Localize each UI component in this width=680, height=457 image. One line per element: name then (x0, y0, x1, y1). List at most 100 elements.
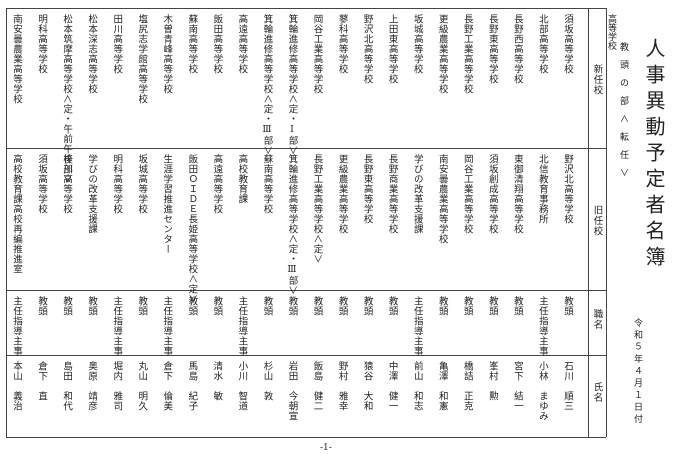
new-school: 飯田高等学校 (211, 14, 223, 74)
border (6, 8, 606, 9)
name: 丸山 明久 (136, 361, 148, 411)
old-school: 長野商業高等学校 (386, 154, 398, 234)
old-school: 明科高等学校 (111, 154, 123, 214)
page-number: -1- (320, 443, 332, 453)
border (606, 8, 607, 437)
name: 猿谷 大和 (361, 361, 373, 411)
old-school: 野沢北高等学校 (561, 154, 573, 224)
new-school: 長野東高等学校 (486, 14, 498, 84)
old-school: 高校教育課 (236, 154, 248, 204)
row-divider (6, 355, 606, 356)
row-divider (6, 148, 606, 149)
position: 教頭 (336, 296, 348, 316)
old-school: 更級農業高等学校 (336, 154, 348, 234)
name: 中澤 健一 (386, 361, 398, 411)
column-header: 旧任校 (591, 205, 603, 237)
position: 主任指導主事 (236, 296, 248, 356)
new-school: 長野西高等学校 (511, 14, 523, 84)
border (6, 8, 7, 437)
position: 教頭 (136, 296, 148, 316)
new-school: 松本筑摩高等学校＜定・午前午後部＞ (61, 14, 73, 185)
old-school: 長野東高等学校 (361, 154, 373, 224)
name: 前山 和志 (411, 361, 423, 411)
old-school: 生涯学習推進センター (161, 154, 173, 254)
name: 本山 義治 (11, 361, 23, 411)
position: 教頭 (361, 296, 373, 316)
new-school: 坂城高等学校 (411, 14, 423, 74)
old-school: 北信教育事務所 (536, 154, 548, 224)
column-header: 氏名 (591, 382, 603, 403)
column-header: 職名 (591, 308, 603, 330)
new-school: 明科高等学校 (36, 14, 48, 74)
new-school: 北部高等学校 (536, 14, 548, 74)
name: 堀内 雅司 (111, 361, 123, 411)
effective-date: 令和５年４月１日付 (632, 318, 642, 426)
position: 主任指導主事 (11, 296, 23, 356)
position: 教頭 (36, 296, 48, 316)
old-school: 須坂高等学校 (36, 154, 48, 214)
position: 教頭 (86, 296, 98, 316)
position: 教頭 (261, 296, 273, 316)
name: 小川 智道 (236, 361, 248, 411)
old-school: 坂城高等学校 (136, 154, 148, 214)
old-school: 東御清翔高等学校 (511, 154, 523, 234)
new-school: 箕輪進修高等学校＜定・Ⅰ部＞ (286, 14, 298, 156)
new-school: 岡谷工業高等学校 (311, 14, 323, 94)
position: 教頭 (311, 296, 323, 316)
old-school: 飯田ＯＩＤＥ長姫高等学校＜定＞ (186, 154, 198, 305)
position: 教頭 (561, 296, 573, 316)
name: 杉山 敦 (261, 361, 273, 401)
new-school: 長野工業高等学校 (461, 14, 473, 94)
name: 小林 まゆみ (536, 361, 548, 421)
border (6, 437, 606, 438)
position: 教頭 (211, 296, 223, 316)
new-school: 更級農業高等学校 (436, 14, 448, 94)
new-school: 松本深志高等学校 (86, 14, 98, 94)
new-school: 高遠高等学校 (236, 14, 248, 74)
document-title: 人事異動予定者名簿 (642, 38, 666, 272)
old-school: 梓川高等学校 (61, 154, 73, 214)
border (588, 8, 589, 437)
name: 倉下 倫美 (161, 361, 173, 411)
name: 峯村 勲 (486, 361, 498, 401)
new-school: 田川高等学校 (111, 14, 123, 74)
position: 教頭 (61, 296, 73, 316)
new-school: 蘇南高等学校 (186, 14, 198, 74)
old-school: 箕輪進修高等学校＜定・Ⅲ部＞ (286, 154, 298, 296)
name: 島田 和代 (61, 361, 73, 411)
position: 教頭 (186, 296, 198, 316)
name: 奥原 靖彦 (86, 361, 98, 411)
new-school: 須坂高等学校 (561, 14, 573, 74)
old-school: 学びの改革支援課 (411, 154, 423, 234)
new-school: 箕輪進修高等学校＜定・Ⅲ部＞ (261, 14, 273, 156)
old-school: 高校教育課高校再編推進室 (11, 154, 23, 274)
school-type: 高等学校 (606, 14, 616, 50)
name: 石川 順三 (561, 361, 573, 411)
name: 清水 敏 (211, 361, 223, 401)
position: 教頭 (511, 296, 523, 316)
section: 教頭の部＜転任＞ (618, 42, 628, 187)
old-school: 南安曇農業高等学校 (436, 154, 448, 244)
new-school: 蓼科高等学校 (336, 14, 348, 74)
old-school: 須坂創成高等学校 (486, 154, 498, 234)
name: 飯島 健二 (311, 361, 323, 411)
position: 教頭 (436, 296, 448, 316)
old-school: 岡谷工業高等学校 (461, 154, 473, 234)
row-divider (6, 290, 606, 291)
old-school: 高遠高等学校 (211, 154, 223, 214)
new-school: 塩尻志学館高等学校 (136, 14, 148, 104)
name: 亀澤 和憲 (436, 361, 448, 411)
name: 橋詰 正克 (461, 361, 473, 411)
position: 教頭 (461, 296, 473, 316)
position: 主任指導主事 (536, 296, 548, 356)
name: 岩田 今朝宣 (286, 361, 298, 421)
position: 主任指導主事 (411, 296, 423, 356)
old-school: 学びの改革支援課 (86, 154, 98, 234)
position: 主任指導主事 (111, 296, 123, 356)
name: 野村 雅幸 (336, 361, 348, 411)
position: 教頭 (386, 296, 398, 316)
position: 教頭 (486, 296, 498, 316)
new-school: 上田東高等学校 (386, 14, 398, 84)
name: 倉下 直 (36, 361, 48, 401)
